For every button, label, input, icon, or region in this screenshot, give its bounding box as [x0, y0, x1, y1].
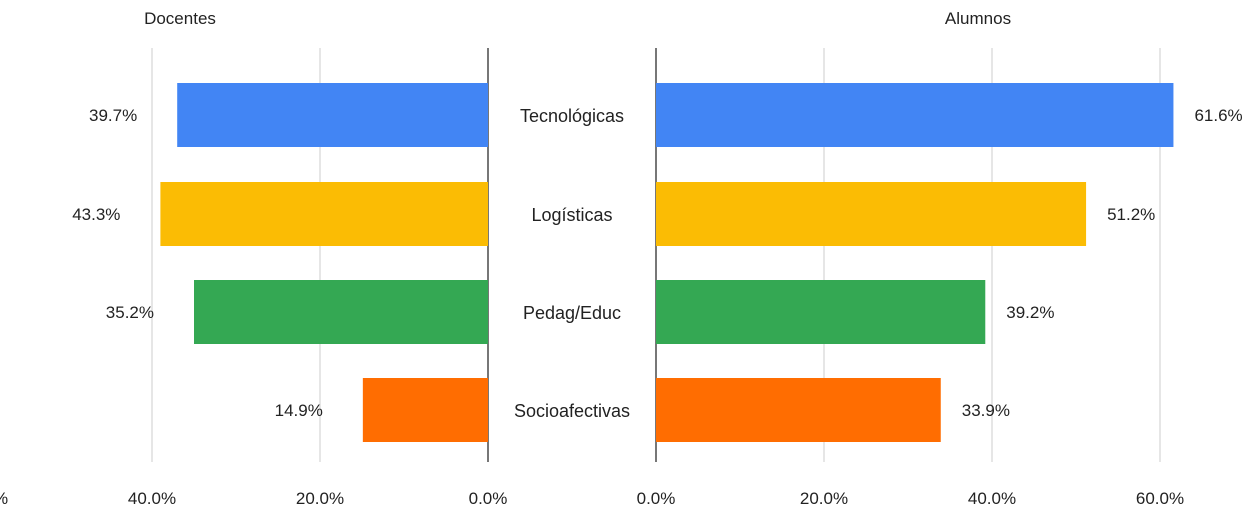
bar-docentes-socioafectivas	[362, 378, 488, 442]
tick-label-left-2: 20.0%	[296, 489, 344, 508]
label-layer: 60.0% 40.0% 20.0% 0.0% 0.0% 20.0% 40.0% 60.0% 39…	[0, 106, 1243, 508]
bar-docentes-logisticas	[160, 182, 488, 246]
category-label-tecnologicas: Tecnológicas	[520, 106, 624, 126]
panel-title-docentes: Docentes	[144, 9, 216, 28]
data-label-alumnos-tecnologicas: 61.6%	[1194, 106, 1242, 125]
tick-label-left-3: 0.0%	[469, 489, 508, 508]
bar-docentes-tecnologicas	[177, 83, 488, 147]
tick-label-right-0: 0.0%	[637, 489, 676, 508]
bar-alumnos-tecnologicas	[656, 83, 1174, 147]
data-label-alumnos-pedag-educ: 39.2%	[1006, 303, 1054, 322]
category-label-logisticas: Logísticas	[531, 205, 612, 225]
tick-label-right-3: 60.0%	[1136, 489, 1184, 508]
tick-label-right-2: 40.0%	[968, 489, 1016, 508]
data-label-docentes-logisticas: 43.3%	[72, 205, 120, 224]
bar-layer	[160, 83, 1174, 442]
tick-label-left-1: 40.0%	[128, 489, 176, 508]
tick-label-right-1: 20.0%	[800, 489, 848, 508]
data-label-docentes-pedag-educ: 35.2%	[106, 303, 154, 322]
bar-alumnos-socioafectivas	[656, 378, 941, 442]
tick-label-left-0: 60.0%	[0, 489, 8, 508]
data-label-docentes-tecnologicas: 39.7%	[89, 106, 137, 125]
bar-alumnos-pedag-educ	[656, 280, 986, 344]
data-label-alumnos-socioafectivas: 33.9%	[962, 401, 1010, 420]
category-label-pedag-educ: Pedag/Educ	[523, 303, 621, 323]
data-label-docentes-socioafectivas: 14.9%	[275, 401, 323, 420]
bar-docentes-pedag-educ	[194, 280, 488, 344]
bar-alumnos-logisticas	[656, 182, 1087, 246]
data-label-alumnos-logisticas: 51.2%	[1107, 205, 1155, 224]
category-label-socioafectivas: Socioafectivas	[514, 401, 630, 421]
panel-title-alumnos: Alumnos	[945, 9, 1011, 28]
